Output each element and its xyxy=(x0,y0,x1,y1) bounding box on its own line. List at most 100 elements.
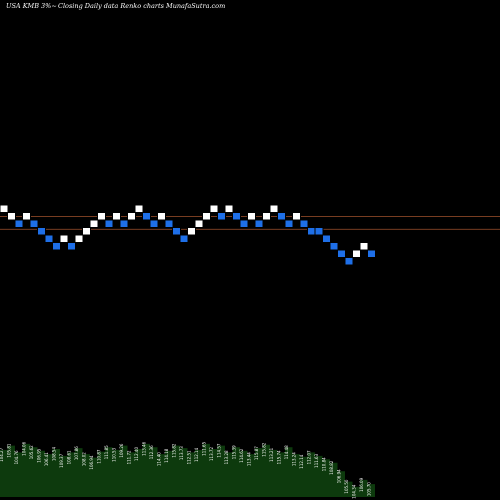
renko-brick-down xyxy=(307,227,316,236)
renko-brick-up xyxy=(82,227,91,236)
renko-brick-up xyxy=(134,204,144,213)
renko-brick-up xyxy=(262,212,271,221)
price-label: 114.48 xyxy=(284,445,289,459)
volume-fill xyxy=(0,443,375,497)
renko-bricks xyxy=(0,204,376,266)
renko-brick-up xyxy=(0,204,9,213)
renko-brick-up xyxy=(209,204,219,213)
price-label: 115.74 xyxy=(277,450,282,464)
renko-brick-up xyxy=(359,242,369,251)
renko-brick-up xyxy=(187,227,196,236)
renko-brick-up xyxy=(7,212,16,221)
renko-brick-down xyxy=(14,219,24,228)
price-label: 111.72 xyxy=(127,450,132,464)
price-label: 108.54 xyxy=(52,447,57,461)
price-label: 106.94 xyxy=(337,469,342,483)
renko-brick-down xyxy=(119,219,129,228)
price-label: 114.18 xyxy=(164,448,169,462)
price-label: 114.62 xyxy=(239,448,244,462)
renko-brick-down xyxy=(254,219,264,228)
renko-brick-down xyxy=(44,234,54,243)
renko-brick-down xyxy=(232,212,241,221)
price-label: 105.62 xyxy=(29,445,34,459)
renko-brick-up xyxy=(89,219,99,228)
price-label: 113.21 xyxy=(269,447,274,461)
price-label: 113.24 xyxy=(292,452,297,466)
price-label: 108.82 xyxy=(329,460,334,474)
price-label: 115.82 xyxy=(262,442,267,456)
price-label: 108.02 xyxy=(82,452,87,466)
price-label: 107.86 xyxy=(74,446,79,460)
price-label: 109.37 xyxy=(59,453,64,467)
renko-brick-up xyxy=(292,212,301,221)
price-label: 110.87 xyxy=(97,449,102,463)
renko-brick-down xyxy=(344,257,354,266)
renko-brick-down xyxy=(299,219,309,228)
price-label: 105.70 xyxy=(367,482,372,496)
price-label: 113.73 xyxy=(179,446,184,460)
renko-brick-down xyxy=(277,212,286,221)
renko-brick-up xyxy=(224,204,234,213)
renko-brick-down xyxy=(239,219,249,228)
renko-brick-up xyxy=(22,212,31,221)
renko-brick-down xyxy=(337,249,346,258)
price-label: 114.40 xyxy=(157,452,162,466)
renko-brick-up xyxy=(202,212,211,221)
renko-brick-down xyxy=(149,219,159,228)
price-label: 104.34 xyxy=(352,484,357,498)
price-label: 104.27 xyxy=(0,447,4,461)
renko-brick-down xyxy=(29,219,39,228)
price-label: 105.81 xyxy=(7,443,12,457)
renko-brick-down xyxy=(322,234,331,243)
renko-brick-up xyxy=(127,212,136,221)
renko-brick-up xyxy=(59,234,69,243)
renko-brick-up xyxy=(74,234,84,243)
renko-brick-down xyxy=(367,249,376,258)
price-label: 113.46 xyxy=(142,441,147,455)
price-label: 113.44 xyxy=(247,452,252,466)
price-label: 104.76 xyxy=(14,450,19,464)
price-label: 105.50 xyxy=(344,479,349,493)
price-label: 106.94 xyxy=(89,455,94,469)
price-label: 106.09 xyxy=(359,477,364,491)
price-label: 110.53 xyxy=(112,447,117,461)
price-label: 112.51 xyxy=(187,450,192,464)
renko-brick-down xyxy=(172,227,181,236)
price-label: 115.87 xyxy=(254,446,259,460)
price-label: 112.14 xyxy=(299,454,304,468)
renko-brick-down xyxy=(37,227,46,236)
price-label: 106.41 xyxy=(44,452,49,466)
price-label: 109.26 xyxy=(119,443,124,457)
price-label: 112.40 xyxy=(134,447,139,461)
price-label: 110.84 xyxy=(322,457,327,471)
price-label: 111.85 xyxy=(104,445,109,459)
renko-brick-up xyxy=(194,219,204,228)
price-label: 115.39 xyxy=(232,445,237,459)
price-label: 111.63 xyxy=(314,453,319,467)
price-label: 112.36 xyxy=(149,445,154,459)
renko-brick-down xyxy=(217,212,226,221)
price-label: 108.61 xyxy=(67,450,72,464)
renko-brick-up xyxy=(269,204,279,213)
volume-area xyxy=(0,443,375,497)
price-label: 113.72 xyxy=(209,447,214,461)
price-label: 112.14 xyxy=(194,447,199,461)
renko-brick-up xyxy=(247,212,256,221)
price-label: 112.07 xyxy=(307,450,312,464)
renko-brick-down xyxy=(179,234,189,243)
ticker-label: USA KMB 3%~ xyxy=(6,2,57,10)
renko-brick-down xyxy=(329,242,339,251)
renko-brick-down xyxy=(67,242,76,251)
price-label: 106.95 xyxy=(37,448,42,462)
price-label: 113.28 xyxy=(224,450,229,464)
renko-brick-down xyxy=(142,212,151,221)
price-label: 115.82 xyxy=(172,443,177,457)
renko-brick-down xyxy=(164,219,174,228)
chart-description: Closing Daily data Renko charts MunafaSu… xyxy=(58,2,225,10)
renko-brick-down xyxy=(104,219,114,228)
renko-brick-up xyxy=(352,249,361,258)
